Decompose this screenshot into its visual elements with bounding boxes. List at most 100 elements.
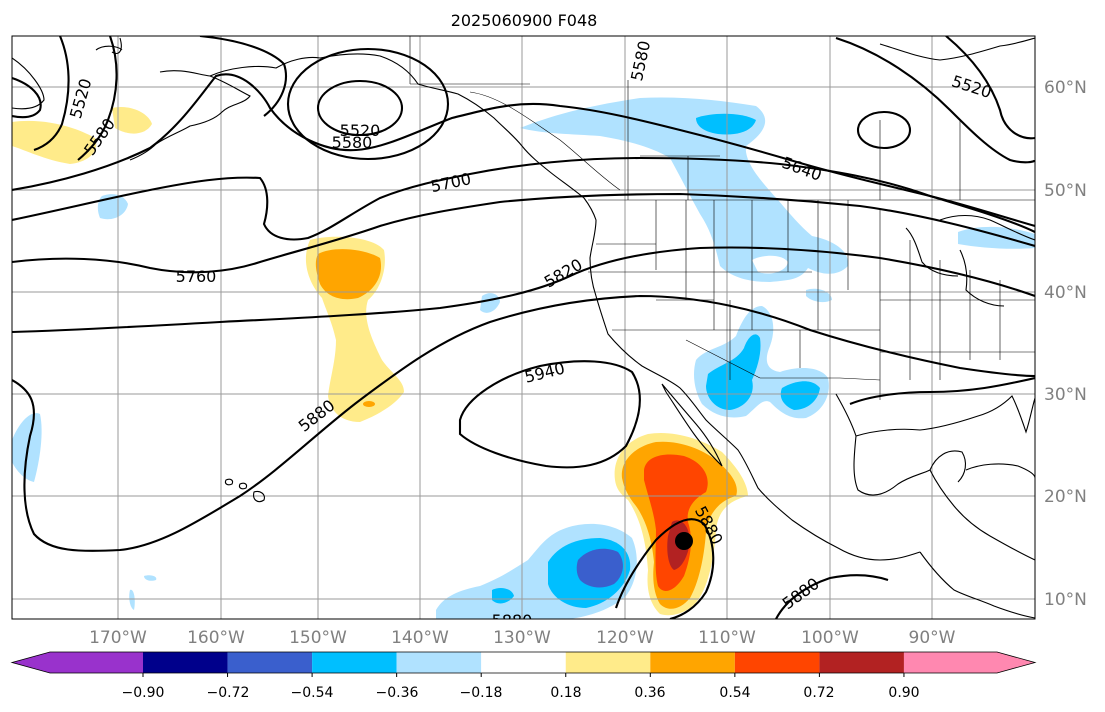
longitude-labels: 170°W 160°W 150°W 140°W 130°W 120°W 110°… [89,628,956,648]
positive-anomaly-region [315,249,382,300]
negative-anomaly-region [492,588,514,604]
colorbar-segment [312,652,397,673]
longitude-label: 150°W [289,628,347,648]
great-lakes-outline [905,227,959,277]
colorbar-segment [734,652,820,673]
colorbar-tick-label: 0.36 [634,685,665,701]
contour-closed [856,110,912,150]
great-lakes-outline [939,214,1035,241]
longitude-label: 160°W [187,628,245,648]
longitude-label: 170°W [89,628,147,648]
colorbar-segment [227,652,313,673]
contour-5520 [835,36,1035,164]
latitude-label: 50°N [1044,181,1087,201]
contour-5700 [12,156,1035,241]
colorbar-segment [650,652,735,673]
latitude-labels: 60°N 50°N 40°N 30°N 20°N 10°N [1044,78,1087,610]
negative-anomaly-region [696,113,756,135]
contour-5760 [12,192,1035,274]
contour-5820 [12,246,1035,334]
colorbar: −0.90 −0.72 −0.54 −0.36 −0.18 0.18 0.36 … [10,651,1037,701]
colorbar-ticks: −0.90 −0.72 −0.54 −0.36 −0.18 0.18 0.36 … [122,673,920,701]
cuba-coast [965,463,1035,479]
negative-anomaly-region [706,334,761,410]
colorbar-segment [903,652,1035,673]
colorbar-segment [143,652,228,673]
north-america-west-coast [12,37,921,561]
contour-5880 [775,574,889,619]
contour-5580 [286,47,450,161]
longitude-label: 140°W [391,628,449,648]
colorbar-tick-label: −0.18 [460,685,503,701]
map-panel: 5520 5580 5520 5580 5580 5520 5700 5640 … [11,35,1036,630]
colorbar-tick-label: −0.36 [376,685,419,701]
longitude-label: 110°W [698,628,756,648]
contour-5520 [12,77,42,119]
baja-california [661,383,723,467]
contour-5640 [12,73,1035,228]
longitude-label: 90°W [909,628,956,648]
colorbar-tick-label: 0.72 [803,685,834,701]
negative-anomaly-region [576,548,623,588]
negative-anomaly-region [520,97,849,283]
great-lakes-outline [959,249,1005,307]
contour-5580 [199,36,287,117]
contour-5880 [849,376,1035,405]
colorbar-segment [12,652,143,673]
contour-5520 [316,79,404,137]
map-frame [11,35,1036,620]
colorbar-segment [565,652,651,673]
latitude-label: 10°N [1044,590,1087,610]
figure-title: 2025060900 F048 [451,11,598,30]
contour-label: 5580 [332,133,373,152]
contour-5880 [12,294,1035,552]
negative-anomaly-region [780,381,820,410]
gulf-and-central-america-coast [835,393,1035,561]
colorbar-segment [481,652,566,673]
colorbar-segments [10,651,1037,674]
positive-anomaly-region [112,106,152,134]
height-contours [12,36,1035,619]
colorbar-segment [819,652,904,673]
latitude-label: 20°N [1044,487,1087,507]
colorbar-tick-label: −0.90 [122,685,165,701]
colorbar-tick-label: −0.54 [291,685,334,701]
shaded-anomaly-fields [12,97,1035,619]
hudson-bay-coast [879,37,1035,61]
storm-center-marker [675,532,693,550]
state-and-provincial-borders [588,80,1035,400]
yucatan-coast [929,450,967,483]
positive-anomaly-region [363,401,375,407]
contour-5520 [33,36,70,151]
gulf-coast-us [855,395,1035,437]
contour-label: 5760 [176,267,217,286]
gridlines [12,36,1035,619]
contour-5880 [615,518,715,619]
colorbar-tick-label: 0.90 [888,685,919,701]
alaska-canada-border [469,91,621,191]
colorbar-outline [10,651,1037,674]
longitude-label: 100°W [801,628,859,648]
colorbar-segment [396,652,482,673]
colorbar-tick-label: −0.72 [207,685,250,701]
contour-5580 [77,36,118,161]
longitude-label: 130°W [493,628,551,648]
negative-anomaly-region [129,589,135,610]
contour-label: 5520 [340,121,381,140]
central-america-pacific-coast [919,551,1035,619]
colorbar-tick-label: 0.54 [719,685,750,701]
negative-anomaly-region [144,575,157,581]
latitude-label: 30°N [1044,385,1087,405]
map-background [12,36,1035,619]
longitude-label: 120°W [596,628,654,648]
positive-anomaly-region [12,120,97,164]
political-borders [409,36,1035,400]
contour-label: 5880 [492,611,533,630]
hawaii-coast [224,478,265,503]
latitude-label: 40°N [1044,283,1087,303]
latitude-label: 60°N [1044,78,1087,98]
anomaly-gap [752,255,788,274]
coastlines [12,37,1035,619]
colorbar-tick-label: 0.18 [550,685,581,701]
